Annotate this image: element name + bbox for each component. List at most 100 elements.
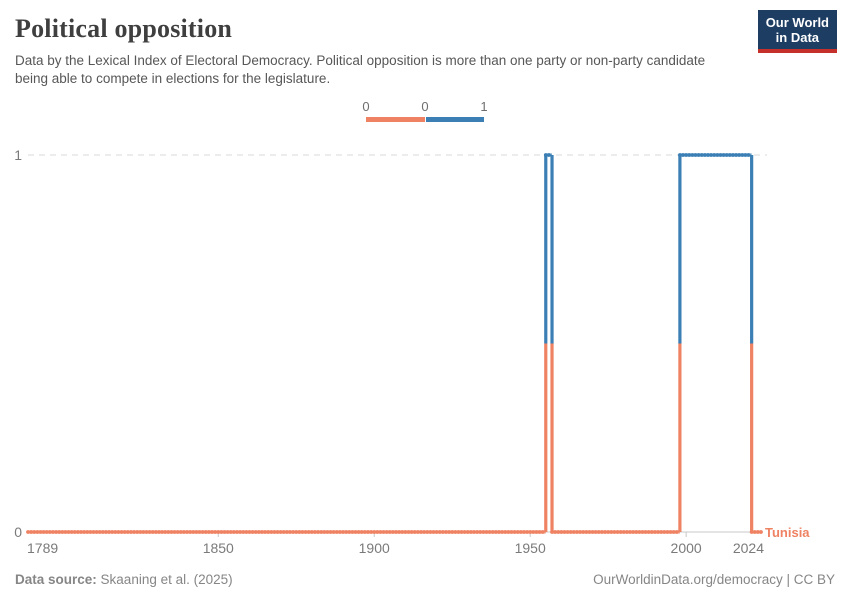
data-point-marker <box>85 530 90 534</box>
y-tick-label: 1 <box>14 147 22 163</box>
data-point-marker <box>97 530 102 534</box>
data-point-marker <box>88 530 93 534</box>
data-point-marker <box>250 530 255 534</box>
owid-logo-line1: Our World <box>765 15 829 30</box>
data-point-marker <box>631 530 636 534</box>
data-point-marker <box>316 530 320 534</box>
legend-bars <box>366 117 484 122</box>
legend-bin-0[interactable] <box>366 117 425 122</box>
data-point-marker <box>353 530 358 534</box>
data-point-marker <box>662 530 667 534</box>
data-point-marker <box>116 530 121 534</box>
data-point-marker <box>32 530 37 534</box>
data-point-marker <box>584 530 589 534</box>
data-point-marker <box>256 530 261 534</box>
data-point-marker <box>69 530 74 534</box>
data-point-marker <box>341 530 345 534</box>
data-point-marker <box>231 530 236 534</box>
data-point-marker <box>752 530 757 534</box>
data-point-marker <box>590 530 595 534</box>
data-point-marker <box>456 530 461 534</box>
data-point-marker <box>649 530 654 534</box>
data-point-marker <box>515 530 520 534</box>
owid-logo[interactable]: Our World in Data <box>757 10 837 53</box>
data-point-marker <box>447 530 451 534</box>
data-point-marker <box>534 530 539 534</box>
data-point-marker <box>163 530 168 534</box>
data-point-marker <box>712 153 717 157</box>
data-point-marker <box>403 530 408 534</box>
data-point-marker <box>500 530 505 534</box>
data-point-marker <box>394 530 398 534</box>
data-point-marker <box>628 530 632 534</box>
data-point-marker <box>690 153 695 157</box>
data-point-marker <box>104 530 108 534</box>
data-point-marker <box>291 530 296 534</box>
data-point-marker <box>709 153 713 157</box>
data-point-marker <box>35 530 40 534</box>
data-point-marker <box>596 530 601 534</box>
data-point-marker <box>734 153 738 157</box>
page-title: Political opposition <box>15 14 233 43</box>
data-point-marker <box>637 530 642 534</box>
data-point-marker <box>721 153 726 157</box>
data-point-marker <box>665 530 670 534</box>
data-point-marker <box>344 530 349 534</box>
data-point-marker <box>581 530 586 534</box>
data-point-marker <box>422 530 427 534</box>
data-point-marker <box>749 530 754 534</box>
data-point-marker <box>26 530 30 534</box>
chart-subtitle: Data by the Lexical Index of Electoral D… <box>15 53 706 86</box>
data-point-marker <box>678 153 682 157</box>
data-point-marker <box>715 153 720 157</box>
data-point-marker <box>431 530 436 534</box>
footer-license-link[interactable]: OurWorldinData.org/democracy | CC BY <box>593 572 835 587</box>
data-point-marker <box>634 530 639 534</box>
data-point-marker <box>313 530 317 534</box>
data-point-marker <box>135 530 140 534</box>
data-point-marker <box>699 153 704 157</box>
data-point-marker <box>72 530 77 534</box>
data-point-marker <box>740 153 745 157</box>
data-point-marker <box>166 530 171 534</box>
data-point-marker <box>575 530 579 534</box>
data-point-marker <box>194 530 199 534</box>
entity-label-tunisia[interactable]: Tunisia <box>765 525 810 540</box>
data-point-marker <box>412 530 417 534</box>
data-point-marker <box>350 530 355 534</box>
legend-tick-0: 0 <box>362 99 370 114</box>
data-point-marker <box>646 530 651 534</box>
data-point-marker <box>38 530 43 534</box>
data-point-marker <box>606 530 611 534</box>
data-point-marker <box>185 530 189 534</box>
data-point-marker <box>269 530 274 534</box>
data-point-marker <box>300 530 305 534</box>
data-point-marker <box>481 530 486 534</box>
data-point-marker <box>297 530 302 534</box>
data-point-marker <box>359 530 364 534</box>
data-point-marker <box>543 153 548 157</box>
data-point-marker <box>537 530 542 534</box>
data-point-marker <box>272 530 277 534</box>
data-point-marker <box>472 530 476 534</box>
data-point-marker <box>138 530 143 534</box>
data-point-marker <box>384 530 389 534</box>
data-point-marker <box>334 530 339 534</box>
data-point-marker <box>615 530 620 534</box>
data-point-marker <box>144 530 149 534</box>
legend-tick-1: 0 <box>421 99 429 114</box>
data-source-value: Skaaning et al. (2025) <box>100 572 233 587</box>
data-point-marker <box>172 530 177 534</box>
data-point-marker <box>331 530 336 534</box>
data-point-marker <box>222 530 227 534</box>
data-point-marker <box>175 530 180 534</box>
data-point-marker <box>465 530 470 534</box>
legend-bin-1[interactable] <box>425 117 484 122</box>
x-tick-label: 1789 <box>27 540 58 556</box>
value-legend[interactable]: 0 0 1 <box>362 99 488 123</box>
data-point-marker <box>440 530 445 534</box>
data-point-marker <box>409 530 414 534</box>
data-point-marker <box>684 153 689 157</box>
x-tick-label: 1950 <box>515 540 546 556</box>
